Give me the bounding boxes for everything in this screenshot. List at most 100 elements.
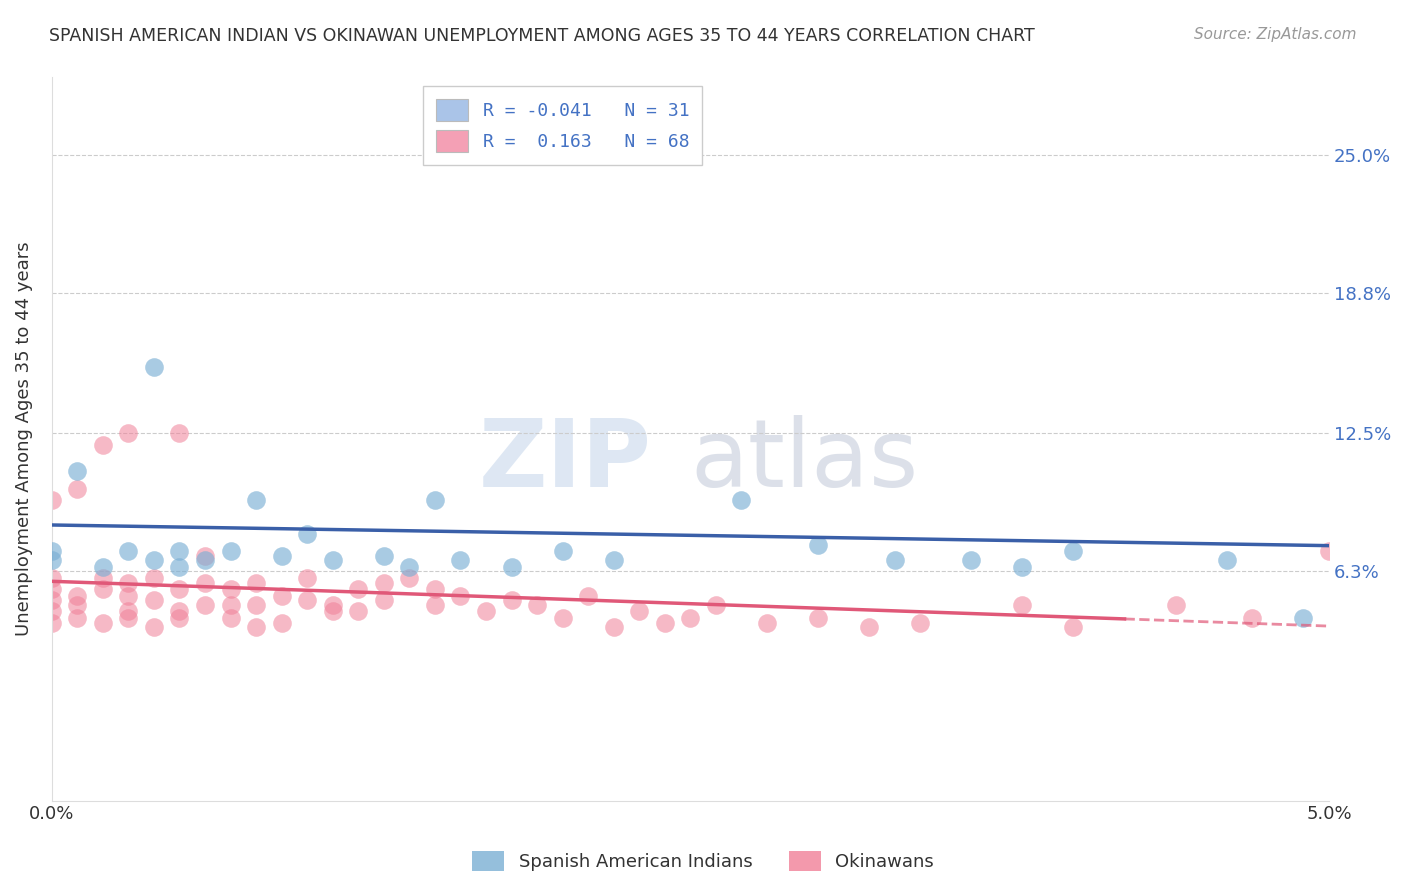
- Point: [66, 482, 89, 496]
- Point: [41, 493, 63, 508]
- Point: [41, 582, 63, 597]
- Text: SPANISH AMERICAN INDIAN VS OKINAWAN UNEMPLOYMENT AMONG AGES 35 TO 44 YEARS CORRE: SPANISH AMERICAN INDIAN VS OKINAWAN UNEM…: [49, 27, 1035, 45]
- Point: [602, 620, 624, 634]
- Point: [41, 571, 63, 585]
- Point: [730, 493, 752, 508]
- Point: [142, 571, 165, 585]
- Point: [807, 611, 830, 625]
- Point: [169, 605, 191, 619]
- Point: [219, 582, 242, 597]
- Legend: R = -0.041   N = 31, R =  0.163   N = 68: R = -0.041 N = 31, R = 0.163 N = 68: [423, 87, 702, 165]
- Point: [91, 582, 114, 597]
- Point: [295, 571, 318, 585]
- Point: [66, 464, 89, 478]
- Point: [91, 560, 114, 574]
- Point: [194, 575, 217, 590]
- Text: Source: ZipAtlas.com: Source: ZipAtlas.com: [1194, 27, 1357, 42]
- Point: [449, 553, 471, 567]
- Point: [219, 544, 242, 558]
- Point: [117, 589, 139, 603]
- Point: [245, 620, 267, 634]
- Point: [169, 544, 191, 558]
- Point: [526, 598, 548, 612]
- Point: [270, 615, 292, 630]
- Point: [322, 598, 344, 612]
- Point: [551, 611, 574, 625]
- Point: [219, 598, 242, 612]
- Point: [41, 553, 63, 567]
- Point: [41, 544, 63, 558]
- Point: [169, 560, 191, 574]
- Point: [501, 593, 523, 607]
- Point: [347, 605, 370, 619]
- Point: [117, 575, 139, 590]
- Point: [245, 575, 267, 590]
- Y-axis label: Unemployment Among Ages 35 to 44 years: Unemployment Among Ages 35 to 44 years: [15, 242, 32, 636]
- Point: [1241, 611, 1264, 625]
- Point: [883, 553, 905, 567]
- Point: [41, 615, 63, 630]
- Point: [1292, 611, 1315, 625]
- Point: [908, 615, 931, 630]
- Point: [373, 549, 395, 563]
- Text: ZIP: ZIP: [479, 415, 652, 507]
- Point: [551, 544, 574, 558]
- Point: [245, 598, 267, 612]
- Point: [1011, 598, 1033, 612]
- Point: [398, 571, 420, 585]
- Point: [117, 426, 139, 441]
- Point: [423, 493, 446, 508]
- Point: [960, 553, 983, 567]
- Point: [245, 493, 267, 508]
- Point: [501, 560, 523, 574]
- Point: [628, 605, 651, 619]
- Point: [117, 611, 139, 625]
- Point: [423, 582, 446, 597]
- Point: [142, 553, 165, 567]
- Point: [91, 571, 114, 585]
- Legend: Spanish American Indians, Okinawans: Spanish American Indians, Okinawans: [464, 844, 942, 879]
- Point: [1062, 620, 1084, 634]
- Point: [117, 544, 139, 558]
- Point: [270, 589, 292, 603]
- Point: [704, 598, 727, 612]
- Point: [423, 598, 446, 612]
- Point: [295, 526, 318, 541]
- Point: [373, 593, 395, 607]
- Point: [1011, 560, 1033, 574]
- Point: [1317, 544, 1340, 558]
- Text: atlas: atlas: [690, 415, 918, 507]
- Point: [1164, 598, 1187, 612]
- Point: [755, 615, 778, 630]
- Point: [142, 359, 165, 374]
- Point: [41, 605, 63, 619]
- Point: [295, 593, 318, 607]
- Point: [117, 605, 139, 619]
- Point: [41, 593, 63, 607]
- Point: [322, 553, 344, 567]
- Point: [373, 575, 395, 590]
- Point: [91, 437, 114, 451]
- Point: [679, 611, 702, 625]
- Point: [270, 549, 292, 563]
- Point: [194, 553, 217, 567]
- Point: [194, 598, 217, 612]
- Point: [807, 538, 830, 552]
- Point: [219, 611, 242, 625]
- Point: [322, 605, 344, 619]
- Point: [858, 620, 880, 634]
- Point: [398, 560, 420, 574]
- Point: [1215, 553, 1237, 567]
- Point: [475, 605, 498, 619]
- Point: [66, 598, 89, 612]
- Point: [169, 426, 191, 441]
- Point: [679, 148, 702, 162]
- Point: [576, 589, 599, 603]
- Point: [142, 620, 165, 634]
- Point: [1062, 544, 1084, 558]
- Point: [449, 589, 471, 603]
- Point: [142, 593, 165, 607]
- Point: [169, 611, 191, 625]
- Point: [169, 582, 191, 597]
- Point: [91, 615, 114, 630]
